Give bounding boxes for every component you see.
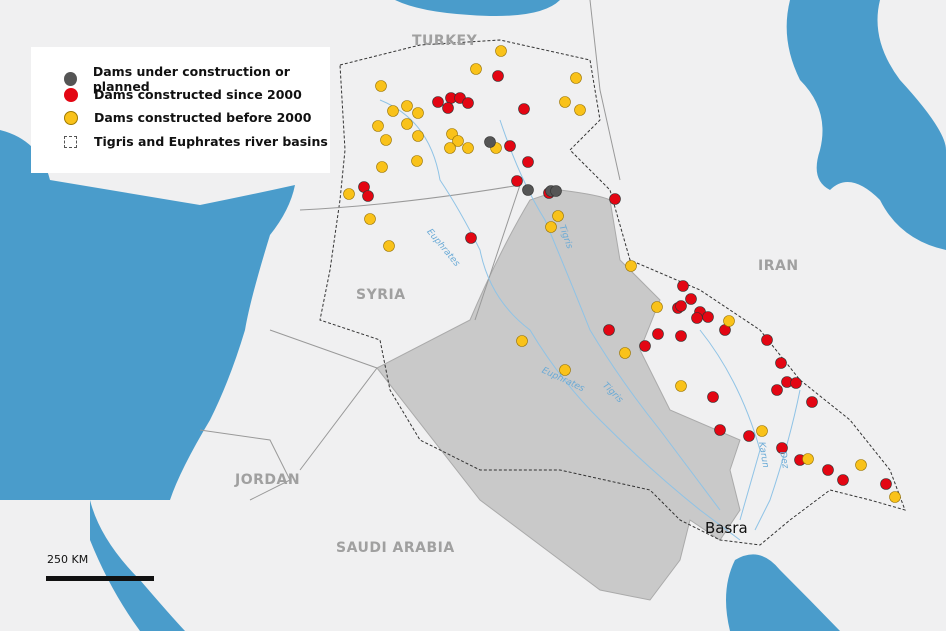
dam-before-2000 xyxy=(723,315,735,327)
dam-before-2000 xyxy=(552,210,564,222)
dam-before-2000 xyxy=(495,45,507,57)
label-iran: IRAN xyxy=(758,258,799,274)
dam-before-2000 xyxy=(412,107,424,119)
dam-since-2000 xyxy=(775,357,787,369)
legend-label: Dams constructed since 2000 xyxy=(94,87,302,102)
dam-planned xyxy=(484,136,496,148)
dam-before-2000 xyxy=(401,118,413,130)
dam-before-2000 xyxy=(545,221,557,233)
black-sea xyxy=(395,0,560,16)
legend-item-before-2000: Dams constructed before 2000 xyxy=(31,110,311,125)
dam-since-2000 xyxy=(522,156,534,168)
legend: Dams under construction or planned Dams … xyxy=(31,47,330,173)
dam-before-2000 xyxy=(625,260,637,272)
dam-since-2000 xyxy=(880,478,892,490)
dam-since-2000 xyxy=(761,334,773,346)
persian-gulf xyxy=(726,554,840,631)
dam-since-2000 xyxy=(776,442,788,454)
dam-before-2000 xyxy=(411,155,423,167)
dam-before-2000 xyxy=(444,142,456,154)
dam-before-2000 xyxy=(855,459,867,471)
mediterranean-sea xyxy=(0,130,295,500)
dam-before-2000 xyxy=(802,453,814,465)
legend-item-basins: Tigris and Euphrates river basins xyxy=(31,134,328,149)
dam-since-2000 xyxy=(685,293,697,305)
red-sea xyxy=(90,500,185,631)
dam-since-2000 xyxy=(609,193,621,205)
dam-since-2000 xyxy=(691,312,703,324)
dam-before-2000 xyxy=(756,425,768,437)
dam-before-2000 xyxy=(383,240,395,252)
dam-since-2000 xyxy=(714,424,726,436)
dam-since-2000 xyxy=(675,300,687,312)
dam-since-2000 xyxy=(518,103,530,115)
dam-before-2000 xyxy=(516,335,528,347)
dam-since-2000 xyxy=(822,464,834,476)
dam-before-2000 xyxy=(364,213,376,225)
scale-label: 250 KM xyxy=(47,553,89,566)
country-borders xyxy=(199,0,621,501)
dam-since-2000 xyxy=(504,140,516,152)
dam-before-2000 xyxy=(570,72,582,84)
dam-since-2000 xyxy=(432,96,444,108)
dam-since-2000 xyxy=(707,391,719,403)
label-turkey: TURKEY xyxy=(412,33,478,49)
legend-label: Dams constructed before 2000 xyxy=(94,110,312,125)
label-basra: Basra xyxy=(705,519,748,537)
dam-before-2000 xyxy=(343,188,355,200)
dam-before-2000 xyxy=(462,142,474,154)
dam-before-2000 xyxy=(559,364,571,376)
dam-since-2000 xyxy=(492,70,504,82)
dam-since-2000 xyxy=(837,474,849,486)
dam-since-2000 xyxy=(465,232,477,244)
dam-before-2000 xyxy=(376,161,388,173)
red-dot-icon xyxy=(64,87,78,102)
legend-label: Tigris and Euphrates river basins xyxy=(94,134,328,149)
dam-before-2000 xyxy=(559,96,571,108)
dam-markers xyxy=(343,45,901,503)
dam-before-2000 xyxy=(651,301,663,313)
label-jordan: JORDAN xyxy=(235,472,301,488)
dam-since-2000 xyxy=(652,328,664,340)
dam-before-2000 xyxy=(574,104,586,116)
dam-before-2000 xyxy=(380,134,392,146)
legend-item-planned: Dams under construction or planned xyxy=(31,64,330,94)
dam-before-2000 xyxy=(619,347,631,359)
dam-planned xyxy=(550,185,562,197)
dam-before-2000 xyxy=(401,100,413,112)
dam-planned xyxy=(522,184,534,196)
dam-since-2000 xyxy=(702,311,714,323)
dam-since-2000 xyxy=(806,396,818,408)
dam-since-2000 xyxy=(462,97,474,109)
dam-since-2000 xyxy=(675,330,687,342)
dam-before-2000 xyxy=(889,491,901,503)
label-saudi-arabia: SAUDI ARABIA xyxy=(336,540,455,556)
label-syria: SYRIA xyxy=(356,287,406,303)
dam-before-2000 xyxy=(452,135,464,147)
dam-before-2000 xyxy=(412,130,424,142)
dam-since-2000 xyxy=(603,324,615,336)
legend-item-since-2000: Dams constructed since 2000 xyxy=(31,87,302,102)
dam-since-2000 xyxy=(790,377,802,389)
legend-label: Dams under construction or planned xyxy=(92,64,290,94)
scale-bar xyxy=(46,576,154,581)
dam-before-2000 xyxy=(387,105,399,117)
dam-since-2000 xyxy=(442,102,454,114)
dam-since-2000 xyxy=(362,190,374,202)
dam-since-2000 xyxy=(511,175,523,187)
dam-since-2000 xyxy=(743,430,755,442)
dam-since-2000 xyxy=(677,280,689,292)
caspian-sea xyxy=(786,0,946,250)
dam-before-2000 xyxy=(375,80,387,92)
dam-before-2000 xyxy=(372,120,384,132)
dam-since-2000 xyxy=(639,340,651,352)
dam-since-2000 xyxy=(771,384,783,396)
yellow-dot-icon xyxy=(64,110,78,125)
dam-before-2000 xyxy=(675,380,687,392)
gray-dot-icon xyxy=(64,72,77,86)
dashed-box-icon xyxy=(64,135,77,148)
dam-before-2000 xyxy=(470,63,482,75)
